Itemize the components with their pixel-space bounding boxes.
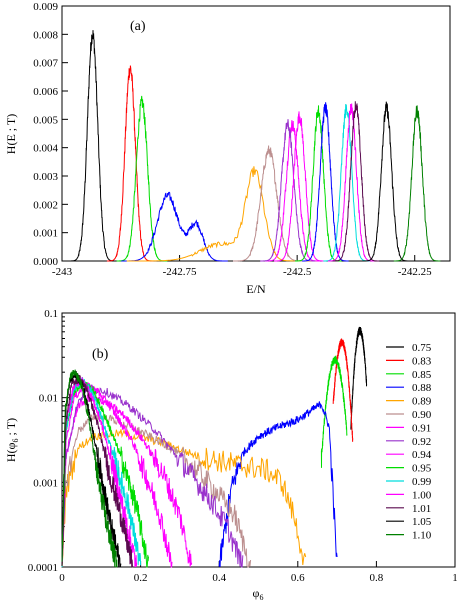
legend-label: 1.00 [412, 489, 432, 501]
legend-label: 0.85 [412, 369, 432, 381]
panel-a-y-tick-label: 0.008 [33, 29, 58, 41]
panel-b-series-line [61, 414, 252, 568]
panel-b-x-tick-label: 0 [59, 572, 65, 584]
panel-b-series-line [320, 355, 348, 468]
panel-a-y-tick-label: 0.005 [33, 114, 58, 126]
panel-b-series [61, 326, 368, 568]
panel-a: -243 -242.75 -242.5 -242.25 0.000 0.001 0.002 0… [4, 1, 451, 296]
legend-label: 0.99 [412, 476, 432, 488]
panel-b-x-tick-label: 0.4 [212, 572, 226, 584]
panel-a-y-tick-label: 0.004 [33, 143, 58, 155]
panel-a-x-tick-label: -242.5 [283, 266, 312, 278]
panel-a-frame [61, 5, 451, 262]
panel-a-x-tick-label: -243 [52, 266, 73, 278]
legend-label: 0.94 [412, 449, 432, 461]
panel-a-y-axis-label: H(E ; T) [4, 114, 18, 154]
panel-a-series-line [121, 191, 228, 262]
panel-b-y-axis-label: H(φ6 ; T) [4, 418, 20, 462]
panel-a-series-line [363, 101, 410, 262]
panel-a-y-tick-label: 0.000 [33, 256, 58, 268]
panel-b-frame [61, 312, 456, 568]
panel-a-series-line [274, 111, 325, 262]
panel-b-y-tick-label: 0.01 [39, 393, 58, 405]
panel-a-y-tick-label: 0.001 [33, 228, 58, 240]
panel-a-series-line [106, 65, 154, 262]
panel-a-x-axis-label: E/N [246, 282, 266, 296]
panel-b-y-tick-label: 0.1 [44, 308, 58, 320]
panel-a-y-tick-label: 0.009 [33, 1, 58, 13]
panel-a-y-tick-label: 0.007 [33, 58, 58, 70]
panel-b-x-tick-label: 1 [452, 572, 457, 584]
panel-a-y-tick-label: 0.002 [33, 199, 58, 211]
legend-label: 0.75 [412, 342, 432, 354]
panel-b-y-tick-label: 0.001 [33, 477, 58, 489]
legend-label: 1.01 [412, 503, 431, 515]
panel-b-series-line [218, 401, 338, 568]
panel-a-series-line [295, 105, 342, 262]
legend-label: 0.91 [412, 422, 431, 434]
panel-b-series-line [61, 393, 193, 568]
panel-b-series-line [61, 377, 142, 568]
panel-a-ticks: -243 -242.75 -242.5 -242.25 0.000 0.001 0.002 0… [33, 1, 432, 278]
panel-b-legend: 0.750.83 0.850.88 0.890.900.91 0.920.94 0.95… [386, 342, 432, 542]
legend-label: 0.83 [412, 355, 432, 367]
panel-b-label: (b) [92, 347, 109, 362]
panel-a-y-tick-label: 0.006 [33, 86, 58, 98]
panel-a-series [69, 30, 441, 262]
panel-a-label: (a) [130, 19, 146, 34]
panel-a-series-line [260, 119, 316, 262]
panel-b-x-tick-label: 0.6 [291, 572, 305, 584]
panel-a-series-line [264, 120, 320, 262]
panel-a-series-line [69, 30, 116, 262]
legend-label: 0.92 [412, 436, 431, 448]
panel-a-y-tick-label: 0.003 [33, 171, 58, 183]
legend-label: 0.88 [412, 382, 432, 394]
panel-b-x-tick-label: 0.8 [370, 572, 384, 584]
legend-label: 0.90 [412, 409, 432, 421]
legend-label: 1.10 [412, 530, 432, 542]
panel-b-x-tick-label: 0.2 [134, 572, 148, 584]
panel-b-x-axis-label: φ6 [253, 586, 264, 601]
panel-b-series-line [61, 381, 173, 568]
panel-b-series-line [350, 326, 368, 430]
panel-b-series-line [61, 369, 118, 568]
panel-a-series-line [393, 105, 441, 262]
panel-b-series-line [61, 370, 122, 568]
panel-a-series-line [323, 104, 370, 262]
panel-b-series-line [61, 374, 133, 568]
panel-a-series-line [116, 95, 168, 262]
panel-b-y-tick-label: 0.0001 [28, 562, 58, 574]
panel-a-series-line [233, 145, 305, 262]
panel-a-x-tick-label: -242.25 [398, 266, 432, 278]
panel-a-x-tick-label: -242.75 [163, 266, 197, 278]
panel-b-ticks: 0 0.2 0.4 0.6 0.8 1 0.0001 0.001 0.01 0.1 [28, 308, 457, 584]
panel-b-series-line [61, 384, 244, 568]
legend-label: 0.95 [412, 463, 432, 475]
panel-a-series-line [328, 103, 375, 262]
legend-label: 0.89 [412, 396, 432, 408]
panel-a-series-line [126, 166, 318, 262]
legend-label: 1.05 [412, 516, 432, 528]
